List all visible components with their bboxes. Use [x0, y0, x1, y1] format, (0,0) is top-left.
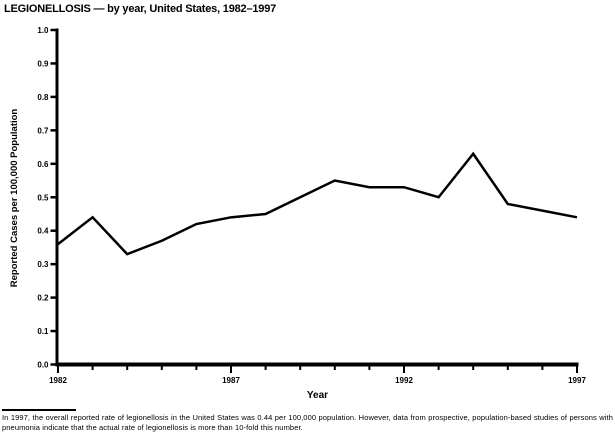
x-tick-label: 1982 — [49, 376, 67, 385]
y-tick-label: 0.2 — [37, 294, 49, 303]
data-line — [57, 151, 578, 256]
footnote-text: In 1997, the overall reported rate of le… — [2, 413, 613, 432]
y-tick-label: 0.4 — [37, 227, 49, 236]
y-tick-label: 0.6 — [37, 160, 49, 169]
y-tick-label: 0.8 — [37, 93, 49, 102]
line-chart: 0.0 0.1 0.2 0.3 0.4 0.5 0.6 0.7 0.8 0.9 1.0 1982 198… — [9, 26, 586, 401]
footnote: In 1997, the overall reported rate of le… — [2, 409, 613, 432]
x-tick-label: 1992 — [395, 376, 413, 385]
y-tick-label: 0.7 — [37, 126, 49, 135]
footnote-rule — [2, 409, 76, 411]
y-tick-label: 0.0 — [37, 361, 49, 370]
y-tick-label: 0.5 — [37, 193, 49, 202]
figure-title: LEGIONELLOSIS — by year, United States, … — [4, 3, 277, 15]
x-tick-label: 1987 — [222, 376, 240, 385]
y-tick-label: 0.9 — [37, 59, 49, 68]
x-axis-title: Year — [307, 390, 328, 401]
y-axis-title: Reported Cases per 100,000 Population — [9, 109, 20, 288]
y-tick-label: 0.3 — [37, 260, 49, 269]
y-tick-label: 0.1 — [37, 327, 49, 336]
y-tick-label: 1.0 — [37, 26, 49, 35]
x-tick-label: 1997 — [568, 376, 586, 385]
